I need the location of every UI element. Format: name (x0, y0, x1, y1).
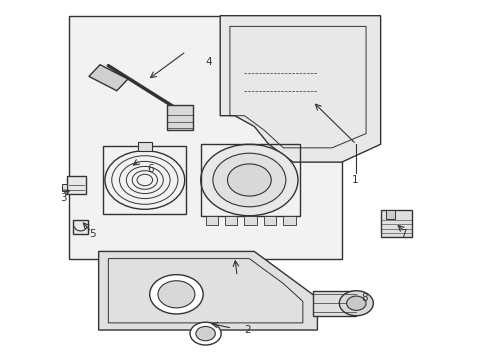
Text: 8: 8 (361, 293, 367, 303)
Bar (264, 216, 276, 225)
Bar (312, 291, 356, 316)
Text: 4: 4 (205, 57, 212, 67)
Bar (201, 144, 300, 216)
Bar (67, 176, 85, 194)
Circle shape (201, 144, 297, 216)
Bar (137, 143, 152, 152)
Bar (89, 65, 128, 91)
Polygon shape (99, 251, 317, 330)
Text: 3: 3 (60, 193, 66, 203)
Bar (166, 105, 193, 130)
Bar (380, 210, 411, 237)
Bar (385, 210, 394, 219)
Bar (224, 216, 237, 225)
Text: 7: 7 (399, 229, 406, 239)
Circle shape (196, 327, 215, 341)
Circle shape (339, 291, 372, 316)
Polygon shape (220, 16, 380, 162)
Bar (103, 146, 186, 214)
Text: 2: 2 (244, 325, 251, 335)
Bar (73, 220, 88, 234)
Bar (62, 184, 67, 191)
Circle shape (227, 164, 271, 196)
Circle shape (149, 275, 203, 314)
Text: 6: 6 (147, 164, 154, 174)
Circle shape (346, 296, 366, 310)
Text: 1: 1 (351, 175, 357, 185)
Bar (244, 216, 256, 225)
Bar (283, 216, 295, 225)
Bar (69, 16, 341, 258)
Text: 5: 5 (89, 229, 95, 239)
Circle shape (212, 153, 285, 207)
Bar (205, 216, 217, 225)
Circle shape (190, 322, 221, 345)
Circle shape (158, 281, 195, 308)
